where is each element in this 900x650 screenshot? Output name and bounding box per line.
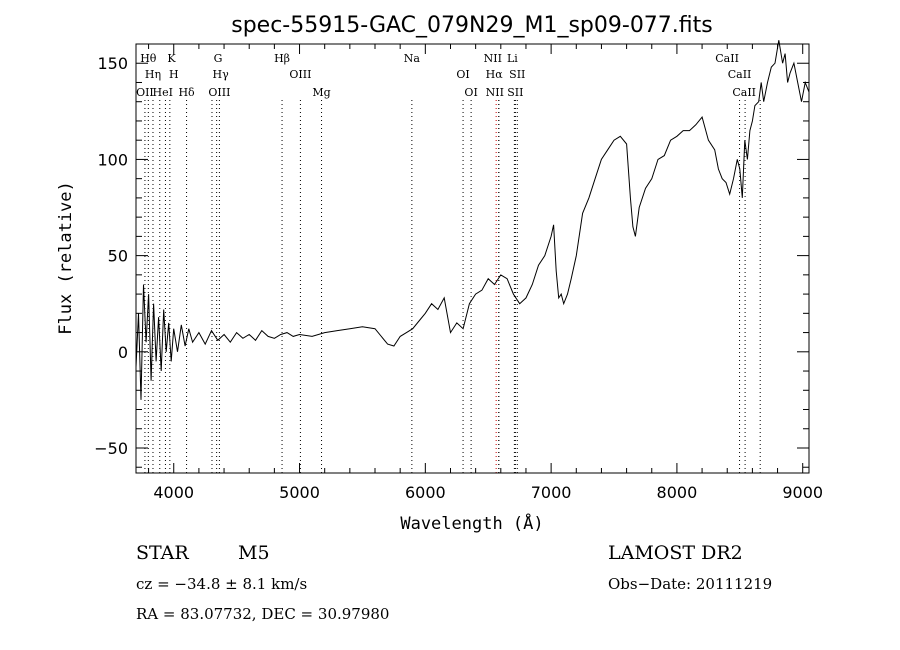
observation-date: Obs−Date: 20111219 [608, 575, 773, 593]
x-tick-label: 5000 [279, 483, 320, 502]
x-axis: 4000 5000 6000 7000 8000 9000 [148, 44, 823, 502]
object-class: STAR [136, 542, 189, 564]
y-tick-label: −50 [94, 439, 128, 458]
line-markers: OIIHθHηHeIKHHδGHγOIIIHβOIIIMgNaOIOIHαNII… [136, 52, 761, 473]
y-axis-label: Flux (relative) [56, 181, 76, 335]
chart-title: spec-55915-GAC_079N29_M1_sp09-077.fits [231, 13, 713, 38]
coordinates: RA = 83.07732, DEC = 30.97980 [136, 605, 390, 623]
line-marker-label: Hγ [213, 68, 230, 81]
line-marker-label: Li [507, 52, 518, 65]
y-tick-label: 150 [97, 54, 128, 73]
line-marker-label: OI [464, 86, 477, 99]
line-marker-label: OIII [289, 68, 311, 81]
y-tick-label: 0 [118, 343, 128, 362]
object-subclass: M5 [238, 542, 270, 564]
line-marker-label: Hβ [274, 52, 290, 65]
x-axis-label: Wavelength (Å) [400, 512, 543, 534]
plot-frame [135, 43, 810, 474]
line-marker-label: CaII [715, 52, 739, 65]
line-marker-label: OIII [208, 86, 230, 99]
line-marker-label: K [167, 52, 176, 65]
line-marker-label: NII [484, 52, 502, 65]
line-marker-label: Hθ [140, 52, 157, 65]
line-marker-label: CaII [728, 68, 752, 81]
line-marker-label: HeI [153, 86, 173, 99]
y-tick-label: 100 [97, 150, 128, 169]
line-marker-label: NII [486, 86, 504, 99]
survey-name: LAMOST DR2 [608, 542, 743, 564]
line-marker-label: OII [136, 86, 154, 99]
line-marker-label: Mg [312, 86, 330, 99]
y-axis: −50 0 50 100 150 [94, 43, 809, 468]
line-marker-label: H [169, 68, 179, 81]
x-tick-label: 4000 [153, 483, 194, 502]
spectrum-line [135, 40, 810, 400]
x-tick-label: 8000 [657, 483, 698, 502]
x-tick-label: 9000 [782, 483, 823, 502]
line-marker-label: Hα [486, 68, 504, 81]
line-marker-label: Hδ [178, 86, 195, 99]
line-marker-label: CaII [732, 86, 756, 99]
x-tick-label: 6000 [405, 483, 446, 502]
line-marker-label: G [214, 52, 223, 65]
line-marker-label: OI [456, 68, 469, 81]
y-tick-label: 50 [108, 247, 128, 266]
line-marker-label: Na [404, 52, 421, 65]
line-marker-label: SII [509, 68, 525, 81]
line-marker-label: SII [507, 86, 523, 99]
line-marker-label: Hη [145, 68, 161, 81]
x-tick-label: 7000 [531, 483, 572, 502]
redshift-velocity: cz = −34.8 ± 8.1 km/s [136, 575, 308, 593]
